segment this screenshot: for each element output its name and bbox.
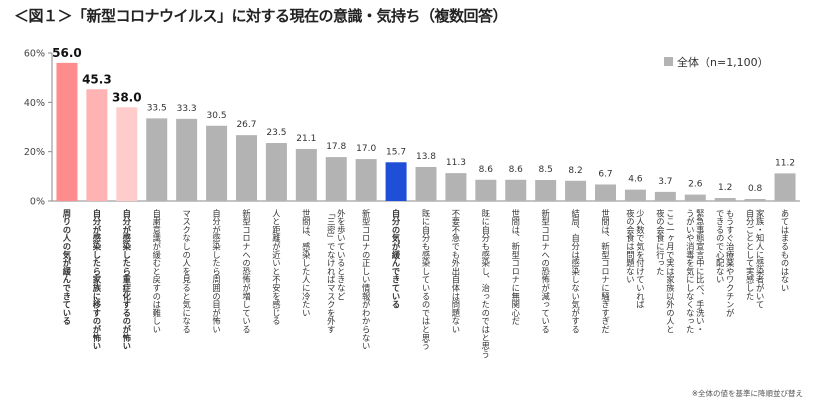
bar <box>774 173 796 201</box>
value-label: 6.7 <box>598 169 612 179</box>
category-label: 外を歩いているときなど <box>336 208 346 300</box>
bar <box>415 166 437 201</box>
category-label: 「三密」でなければマスクを外す <box>326 209 336 334</box>
bar <box>86 89 108 201</box>
footnote: ※全体の値を基準に降順並び替え <box>691 389 803 398</box>
bar <box>116 107 138 201</box>
value-label: 11.2 <box>775 158 795 168</box>
category-label: 緊急事態宣言中に比べ、手洗い・ <box>695 209 705 334</box>
y-tick-label: 20% <box>24 147 45 158</box>
bar <box>146 118 168 201</box>
bar <box>325 157 347 201</box>
category-label: 新型コロナへの恐怖が減っている <box>541 208 551 333</box>
value-label-layer: 56.045.338.0 33.5 33.3 30.5 26.7 23.5 21.1 17.8… <box>52 46 795 194</box>
bar <box>235 135 257 201</box>
category-label-layer: 周りの人の気が緩んできている 自分が感染したら家族に移すのが怖い 自分が感染したら重… <box>62 208 790 358</box>
category-label: うがいや消毒を気にしなくなった <box>685 209 695 334</box>
category-label: 周りの人の気が緩んできている <box>62 209 72 325</box>
value-label: 8.6 <box>509 165 524 175</box>
value-label: 2.6 <box>688 180 703 190</box>
category-label: マスクなしの人を見ると気になる <box>182 209 192 334</box>
value-label: 38.0 <box>112 90 142 104</box>
legend-swatch <box>664 57 673 66</box>
value-label: 56.0 <box>52 46 82 60</box>
bar <box>295 148 317 201</box>
category-label: 既に自分も感染しているのではと思う <box>421 209 431 350</box>
category-label: 自分が感染したら重症化するのが怖い <box>122 208 132 350</box>
category-label: 既に自分も感染し、治ったのではと思う <box>481 209 491 358</box>
category-label: もうすぐ治療薬やワクチンが <box>725 209 735 317</box>
category-label: 新型コロナへの恐怖が増している <box>241 208 251 333</box>
value-label: 8.6 <box>479 165 494 175</box>
value-label: 11.3 <box>446 158 466 168</box>
value-label: 45.3 <box>82 72 112 86</box>
value-label: 15.7 <box>386 147 406 157</box>
category-label: 不要不急でも外出自体は問題ない <box>451 209 461 334</box>
category-label: できるので心配ない <box>715 209 725 284</box>
bar <box>445 173 467 201</box>
bar <box>206 125 228 201</box>
chart-title: ＜図１＞「新型コロナウイルス」に対する現在の意識・気持ち（複数回答） <box>14 7 508 25</box>
category-label: 自分の気が緩んできている <box>391 208 401 308</box>
category-label: 自分ごととして実感した <box>745 208 755 300</box>
bar <box>654 191 676 201</box>
category-label: 自分が感染したら周囲の目が怖い <box>212 208 222 333</box>
value-label: 4.6 <box>628 175 643 185</box>
category-label: 夜の会食は問題ない <box>625 208 635 283</box>
bar <box>505 179 527 201</box>
category-label: 世間は、新型コロナに騒ぎすぎだ <box>601 208 611 333</box>
value-label: 0.8 <box>748 184 763 194</box>
bar <box>714 198 736 201</box>
value-label: 33.5 <box>147 103 167 113</box>
value-label: 8.5 <box>539 165 553 175</box>
bar <box>355 159 377 201</box>
category-label: 人と距離が近いと不安を感じる <box>271 209 281 325</box>
bar <box>684 194 706 201</box>
bar <box>265 143 287 201</box>
y-tick-label: 40% <box>24 98 45 109</box>
y-tick-label: 0% <box>30 197 45 208</box>
bar <box>176 118 198 201</box>
category-label: 自分が感染したら家族に移すのが怖い <box>92 208 102 350</box>
legend: 全体（n=1,100） <box>664 55 769 69</box>
category-label: 新型コロナの正しい情報がわからない <box>361 208 371 350</box>
value-label: 8.2 <box>568 166 582 176</box>
category-label: 自粛意識が緩むと戻すのは難しい <box>152 208 162 333</box>
category-label: ここ一ヶ月で実は家族以外の人と <box>665 209 675 334</box>
bar <box>475 179 497 201</box>
bar <box>624 189 646 201</box>
bar <box>744 199 766 201</box>
bar <box>56 62 78 201</box>
value-label: 30.5 <box>207 111 227 121</box>
y-tick-label: 60% <box>24 49 45 60</box>
value-label: 26.7 <box>236 120 256 130</box>
value-label: 17.8 <box>326 142 346 152</box>
category-label: 世間は、新型コロナに無関心だ <box>511 208 521 325</box>
value-label: 21.1 <box>296 134 316 144</box>
axis-layer: 0% 20% 40% 60% <box>24 49 800 208</box>
bar-layer <box>56 62 796 201</box>
bar <box>565 180 587 201</box>
bar <box>385 162 407 201</box>
category-label: 夜の会食に行った <box>655 208 665 275</box>
value-label: 33.3 <box>177 104 197 114</box>
bar <box>535 180 557 201</box>
category-label: 結局、自分は感染しない気がする <box>571 208 581 333</box>
value-label: 23.5 <box>266 128 286 138</box>
category-label: 家族・知人に感染者がいて <box>755 208 765 308</box>
value-label: 3.7 <box>658 177 672 187</box>
category-label: 世間は、感染した人に冷たい <box>301 208 311 317</box>
category-label: あてはまるものはない <box>780 209 790 292</box>
value-label: 13.8 <box>416 152 436 162</box>
value-label: 17.0 <box>356 144 376 154</box>
bar <box>595 184 617 201</box>
legend-label: 全体（n=1,100） <box>677 55 769 69</box>
category-label: 少人数で気を付けていれば <box>635 209 645 309</box>
value-label: 1.2 <box>718 183 732 193</box>
